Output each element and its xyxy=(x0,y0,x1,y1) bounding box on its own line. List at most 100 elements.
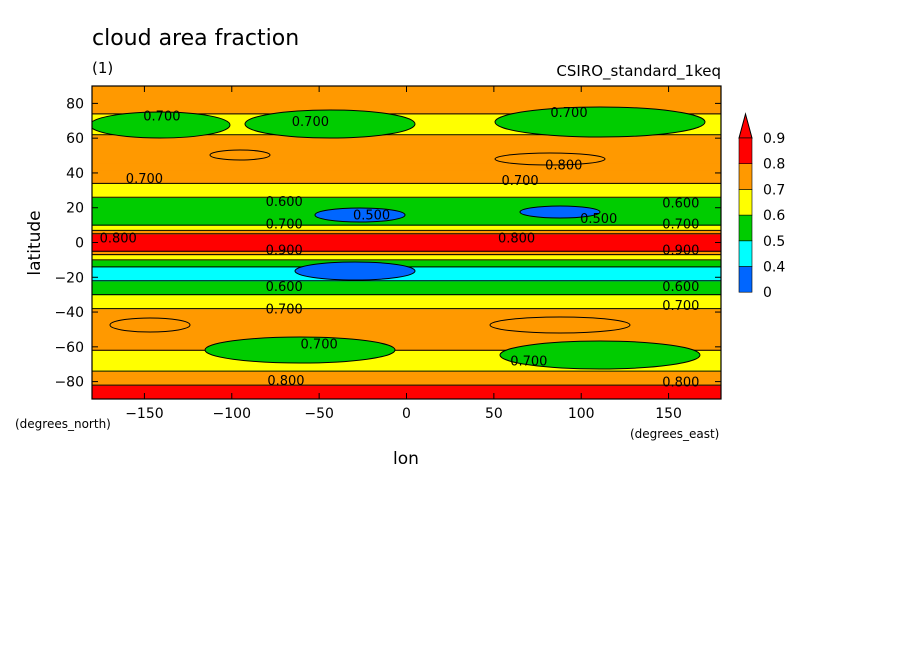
latitude-band xyxy=(92,251,721,256)
x-axis-title: lon xyxy=(393,449,419,469)
cloud-region xyxy=(204,336,396,364)
cloud-region xyxy=(294,261,416,281)
latitude-band xyxy=(92,315,721,324)
latitude-band xyxy=(92,357,721,365)
cloud-region xyxy=(499,340,701,370)
latitude-band xyxy=(92,343,721,351)
colorbar-swatch xyxy=(738,266,753,293)
x-tick-label: 0 xyxy=(402,406,411,422)
contour-label: 0.500 xyxy=(580,212,617,227)
colorbar-level-label: 0.9 xyxy=(763,131,785,147)
contour-label: 0.700 xyxy=(143,110,180,125)
chart-units: (1) xyxy=(92,59,113,77)
latitude-band xyxy=(92,336,721,344)
latitude-band xyxy=(92,233,721,238)
latitude-band xyxy=(92,176,721,184)
latitude-band xyxy=(92,280,721,289)
contour-label: 0.800 xyxy=(498,231,535,246)
latitude-bands xyxy=(92,86,721,399)
y-tick-label: −80 xyxy=(54,375,84,391)
latitude-band xyxy=(92,273,721,282)
y-tick-label: −20 xyxy=(54,270,84,286)
latitude-band xyxy=(92,294,721,303)
latitude-band xyxy=(92,259,721,268)
colorbar-swatch xyxy=(738,163,753,190)
latitude-band xyxy=(92,148,721,157)
latitude-band xyxy=(92,350,721,358)
y-tick-label: 80 xyxy=(66,96,84,112)
x-tick-label: 50 xyxy=(485,406,503,422)
latitude-band xyxy=(92,287,721,296)
colorbar-swatch xyxy=(738,240,753,267)
x-tick-label: 150 xyxy=(655,406,682,422)
contour-label: 0.800 xyxy=(267,374,304,389)
latitude-band xyxy=(92,322,721,331)
latitude-band xyxy=(92,127,721,136)
latitude-band xyxy=(92,364,721,372)
contour-label: 0.700 xyxy=(301,337,338,352)
latitude-band xyxy=(92,378,721,386)
y-tick-label: −40 xyxy=(54,305,84,321)
x-tick-label: −100 xyxy=(213,406,251,422)
latitude-band xyxy=(92,329,721,337)
cloud-region xyxy=(494,106,706,138)
contour-label: 0.600 xyxy=(266,195,303,210)
cloud-region xyxy=(92,111,231,139)
contour-label: 0.800 xyxy=(545,158,582,173)
latitude-band xyxy=(92,371,721,379)
latitude-band xyxy=(92,308,721,317)
chart-title: cloud area fraction xyxy=(92,26,299,51)
contour-label: 0.600 xyxy=(662,197,699,212)
cloud-region xyxy=(314,207,406,223)
colorbar-swatch xyxy=(738,137,753,165)
y-tick-label: 40 xyxy=(66,166,84,182)
colorbar-level-label: 0.8 xyxy=(763,157,785,173)
colorbar-extend-arrow xyxy=(738,112,753,139)
colorbar-level-label: 0.4 xyxy=(763,260,785,276)
latitude-band xyxy=(92,183,721,191)
latitude-band xyxy=(92,225,721,231)
cloud-region xyxy=(494,152,606,166)
dataset-label: CSIRO_standard_1keq xyxy=(556,62,721,81)
colorbar-level-label: 0.7 xyxy=(763,182,785,198)
latitude-band xyxy=(92,92,721,101)
contour-label: 0.700 xyxy=(266,303,303,318)
latitude-band xyxy=(92,162,721,171)
colorbar-swatch xyxy=(738,214,753,242)
latitude-band xyxy=(92,99,721,108)
y-tick-label: 0 xyxy=(75,236,84,252)
colorbar-level-label: 0.6 xyxy=(763,208,785,224)
contour-label: 0.500 xyxy=(353,209,390,224)
y-tick-label: 20 xyxy=(66,201,84,217)
latitude-band xyxy=(92,169,721,178)
cloud-region xyxy=(109,317,191,333)
y-tick-label: −60 xyxy=(54,340,84,356)
contour-label: 0.700 xyxy=(662,299,699,314)
cloud-region xyxy=(489,316,631,334)
contour-label: 0.600 xyxy=(266,280,303,295)
y-axis: 80 60 40 20 0 −20 −40 −60 −80 xyxy=(54,96,721,391)
x-tick-label: −50 xyxy=(304,406,334,422)
colorbar-level-label: 0.5 xyxy=(763,234,785,250)
latitude-band xyxy=(92,155,721,164)
contour-label: 0.700 xyxy=(501,174,538,189)
contour-label: 0.700 xyxy=(510,355,547,370)
latitude-band xyxy=(92,204,721,212)
colorbar-swatch xyxy=(738,189,753,216)
contour-label: 0.700 xyxy=(292,115,329,130)
contour-label: 0.700 xyxy=(550,106,587,121)
latitude-band xyxy=(92,301,721,310)
x-tick-label: −150 xyxy=(125,406,163,422)
plot-area: 0.700 0.700 0.700 0.800 0.700 0.700 0.600 0.600… xyxy=(92,86,721,399)
contour-label: 0.800 xyxy=(662,376,699,391)
cloud-region xyxy=(244,109,416,139)
latitude-band xyxy=(92,197,721,205)
y-axis-title: latitude xyxy=(25,210,45,275)
colorbar: 0 0.4 0.5 0.6 0.7 0.8 0.9 xyxy=(738,112,785,301)
y-units-label: (degrees_north) xyxy=(15,417,111,431)
latitude-band xyxy=(92,230,721,235)
latitude-band xyxy=(92,237,721,244)
cloud-anomaly-regions xyxy=(92,106,706,370)
cloud-region xyxy=(519,205,601,219)
